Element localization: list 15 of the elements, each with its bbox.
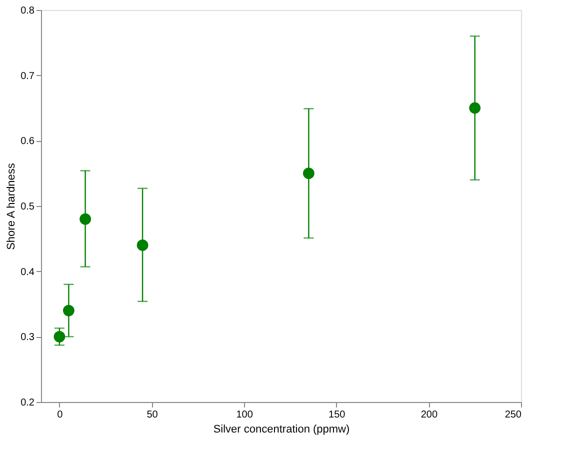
y-tick-label: 0.4 — [20, 266, 35, 278]
y-tick-label: 0.5 — [20, 202, 35, 212]
x-tick-label: 200 — [420, 410, 438, 420]
x-tick-label: 50 — [146, 410, 158, 420]
y-tick-label: 0.6 — [20, 136, 35, 148]
x-tick-label: 250 — [504, 410, 522, 420]
x-tick-label: 0 — [57, 410, 64, 420]
y-tick-label: 0.8 — [20, 6, 35, 16]
y-tick-label: 0.2 — [20, 398, 35, 408]
y-tick-label: 0.3 — [20, 332, 35, 344]
x-tick-label: 150 — [328, 410, 346, 420]
y-tick-label: 0.7 — [20, 70, 35, 82]
y-axis-title: Shore A hardness — [6, 162, 18, 250]
x-axis-title: Silver concentration (ppmw) — [213, 424, 350, 436]
x-tick-label: 100 — [236, 410, 254, 420]
